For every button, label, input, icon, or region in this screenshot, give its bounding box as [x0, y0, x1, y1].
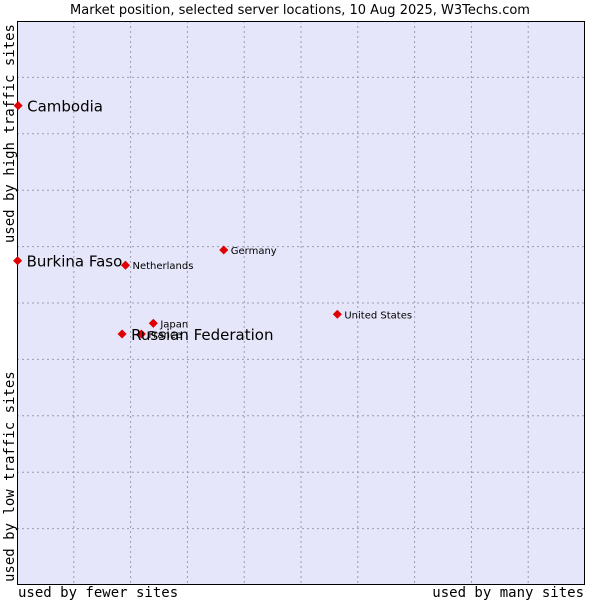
chart-title: Market position, selected server locatio…	[70, 3, 530, 18]
point-label-russian-federation: Russian Federation	[131, 326, 273, 344]
y-axis-label-top: used by high traffic sites	[2, 24, 18, 243]
point-label-japan: Japan	[159, 319, 188, 330]
point-marker-france	[136, 329, 146, 339]
point-marker-russian-federation	[117, 329, 127, 339]
grid-lines	[17, 21, 585, 585]
point-label-france: France	[148, 330, 181, 341]
data-labels: Cambodia Burkina Faso Russian Federation Ne…	[27, 98, 413, 344]
point-label-cambodia: Cambodia	[27, 98, 103, 116]
point-marker-germany	[219, 245, 229, 255]
point-label-united-states: United States	[344, 310, 412, 321]
plot-frame	[17, 21, 585, 585]
x-axis-label-right: used by many sites	[432, 585, 584, 600]
point-label-burkina-faso: Burkina Faso	[27, 253, 123, 271]
x-axis-label-left: used by fewer sites	[18, 585, 178, 600]
point-label-germany: Germany	[231, 246, 277, 257]
y-axis-label-bottom: used by low traffic sites	[2, 371, 18, 582]
point-label-netherlands: Netherlands	[132, 261, 193, 272]
